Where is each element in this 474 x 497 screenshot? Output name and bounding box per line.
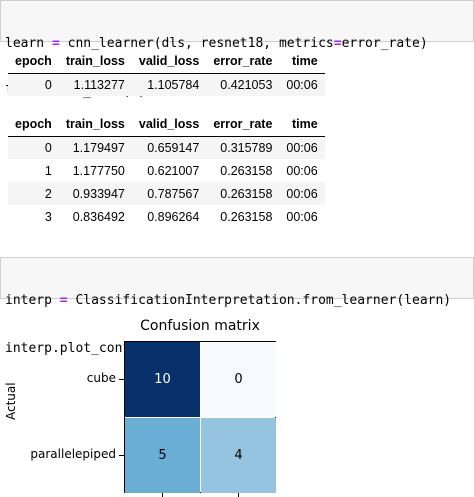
table-row: 3 0.836492 0.896264 0.263158 00:06	[8, 205, 325, 228]
y-tick	[119, 378, 124, 380]
code-line: interp = ClassificationInterpretation.fr…	[5, 293, 469, 309]
table-cell: 0.421053	[206, 73, 280, 96]
code-token: ClassificationInterpretation.from_learne…	[67, 293, 452, 308]
table-row: 0 1.179497 0.659147 0.315789 00:06	[8, 136, 325, 159]
code-token: error_rate)	[341, 36, 428, 51]
code-token: interp	[5, 293, 60, 308]
column-header: time	[279, 50, 325, 74]
y-tick	[119, 454, 124, 456]
table-cell: 00:06	[286, 163, 318, 178]
code-cell-1[interactable]: learn = cnn_learner(dls, resnet18, metri…	[0, 0, 474, 99]
column-header: error_rate	[206, 113, 280, 137]
table-cell: 0.933947	[58, 182, 132, 205]
table-row: 1 1.177750 0.621007 0.263158 00:06	[8, 159, 325, 182]
table-cell: 1.113277	[58, 73, 132, 96]
table-cell: 2	[8, 182, 59, 205]
table-cell: 1.179497	[58, 136, 132, 159]
table-header-row: epoch train_loss valid_loss error_rate t…	[8, 50, 325, 74]
column-header: train_loss	[58, 113, 132, 137]
column-header: epoch	[8, 50, 59, 74]
table-cell: 00:06	[286, 209, 318, 224]
code-cell-2[interactable]: interp = ClassificationInterpretation.fr…	[0, 257, 474, 356]
table-cell: 0.836492	[72, 209, 125, 224]
code-operator: =	[333, 36, 342, 51]
table-cell: 0.896264	[147, 209, 200, 224]
table-cell: 1	[44, 163, 52, 178]
table-cell: 1.105784	[131, 73, 207, 96]
code-line: learn = cnn_learner(dls, resnet18, metri…	[5, 36, 469, 52]
table-cell: 0.263158	[220, 209, 273, 224]
row-tick-label: cube	[86, 370, 116, 385]
table-cell: 3	[44, 209, 52, 224]
column-header: epoch	[8, 113, 59, 137]
table-cell: 0.263158	[206, 182, 280, 205]
code-token: learn	[5, 36, 52, 51]
table-cell: 0.621007	[147, 163, 200, 178]
table-cell: 0.787567	[131, 182, 207, 205]
column-header: error_rate	[206, 50, 280, 74]
table-cell: 0	[8, 136, 59, 159]
confusion-matrix: 10 0 5 4	[124, 341, 276, 493]
table-row: 0 1.113277 1.105784 0.421053 00:06	[8, 73, 325, 96]
column-header: valid_loss	[131, 50, 207, 74]
x-tick	[161, 493, 163, 497]
matrix-cell: 10	[125, 342, 200, 417]
column-header: time	[279, 113, 325, 137]
table-cell: 0.659147	[131, 136, 207, 159]
column-header: train_loss	[58, 50, 132, 74]
column-header: valid_loss	[131, 113, 207, 137]
table-cell: 00:06	[279, 136, 325, 159]
training-results-table-1: epoch train_loss valid_loss error_rate t…	[8, 50, 325, 96]
table-cell: 0	[8, 73, 59, 96]
table-cell: 0.263158	[220, 163, 273, 178]
table-cell: 00:06	[279, 182, 325, 205]
table-header-row: epoch train_loss valid_loss error_rate t…	[8, 113, 325, 137]
y-axis-label: Actual	[4, 382, 18, 420]
code-operator: =	[51, 36, 60, 51]
table-cell: 1.177750	[72, 163, 125, 178]
row-tick-label: parallelepiped	[30, 446, 116, 461]
matrix-cell: 5	[125, 418, 200, 493]
chart-title: Confusion matrix	[140, 318, 260, 334]
training-results-table-2: epoch train_loss valid_loss error_rate t…	[8, 113, 325, 228]
code-operator: =	[59, 293, 68, 308]
x-tick	[237, 493, 239, 497]
code-token: cnn_learner(dls, resnet18, metrics	[59, 36, 334, 51]
table-cell: 00:06	[279, 73, 325, 96]
matrix-cell: 0	[201, 342, 276, 417]
table-cell: 0.315789	[206, 136, 280, 159]
matrix-cell: 4	[201, 418, 276, 493]
table-row: 2 0.933947 0.787567 0.263158 00:06	[8, 182, 325, 205]
